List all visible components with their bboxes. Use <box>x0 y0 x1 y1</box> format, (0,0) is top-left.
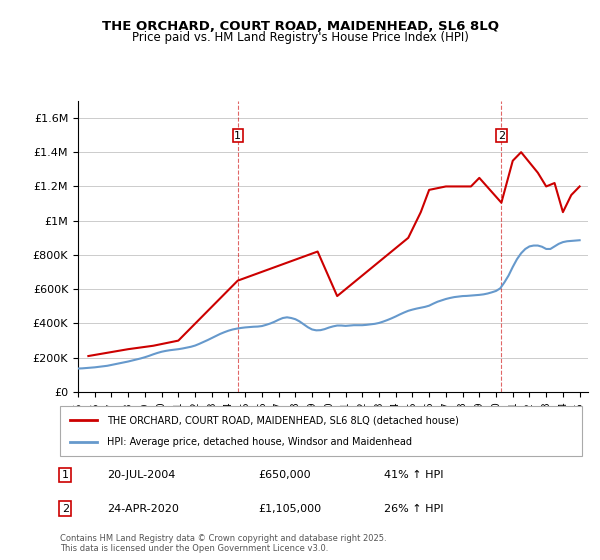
Text: 41% ↑ HPI: 41% ↑ HPI <box>383 470 443 480</box>
FancyBboxPatch shape <box>60 406 582 456</box>
Text: 26% ↑ HPI: 26% ↑ HPI <box>383 503 443 514</box>
Text: 24-APR-2020: 24-APR-2020 <box>107 503 179 514</box>
Text: HPI: Average price, detached house, Windsor and Maidenhead: HPI: Average price, detached house, Wind… <box>107 437 412 447</box>
Text: Price paid vs. HM Land Registry's House Price Index (HPI): Price paid vs. HM Land Registry's House … <box>131 31 469 44</box>
Text: THE ORCHARD, COURT ROAD, MAIDENHEAD, SL6 8LQ: THE ORCHARD, COURT ROAD, MAIDENHEAD, SL6… <box>101 20 499 32</box>
Text: £1,105,000: £1,105,000 <box>259 503 322 514</box>
Text: THE ORCHARD, COURT ROAD, MAIDENHEAD, SL6 8LQ (detached house): THE ORCHARD, COURT ROAD, MAIDENHEAD, SL6… <box>107 415 459 425</box>
Text: 20-JUL-2004: 20-JUL-2004 <box>107 470 175 480</box>
Text: 2: 2 <box>498 130 505 141</box>
Text: Contains HM Land Registry data © Crown copyright and database right 2025.
This d: Contains HM Land Registry data © Crown c… <box>60 534 386 553</box>
Text: 1: 1 <box>62 470 69 480</box>
Text: £650,000: £650,000 <box>259 470 311 480</box>
Text: 2: 2 <box>62 503 69 514</box>
Text: 1: 1 <box>234 130 241 141</box>
